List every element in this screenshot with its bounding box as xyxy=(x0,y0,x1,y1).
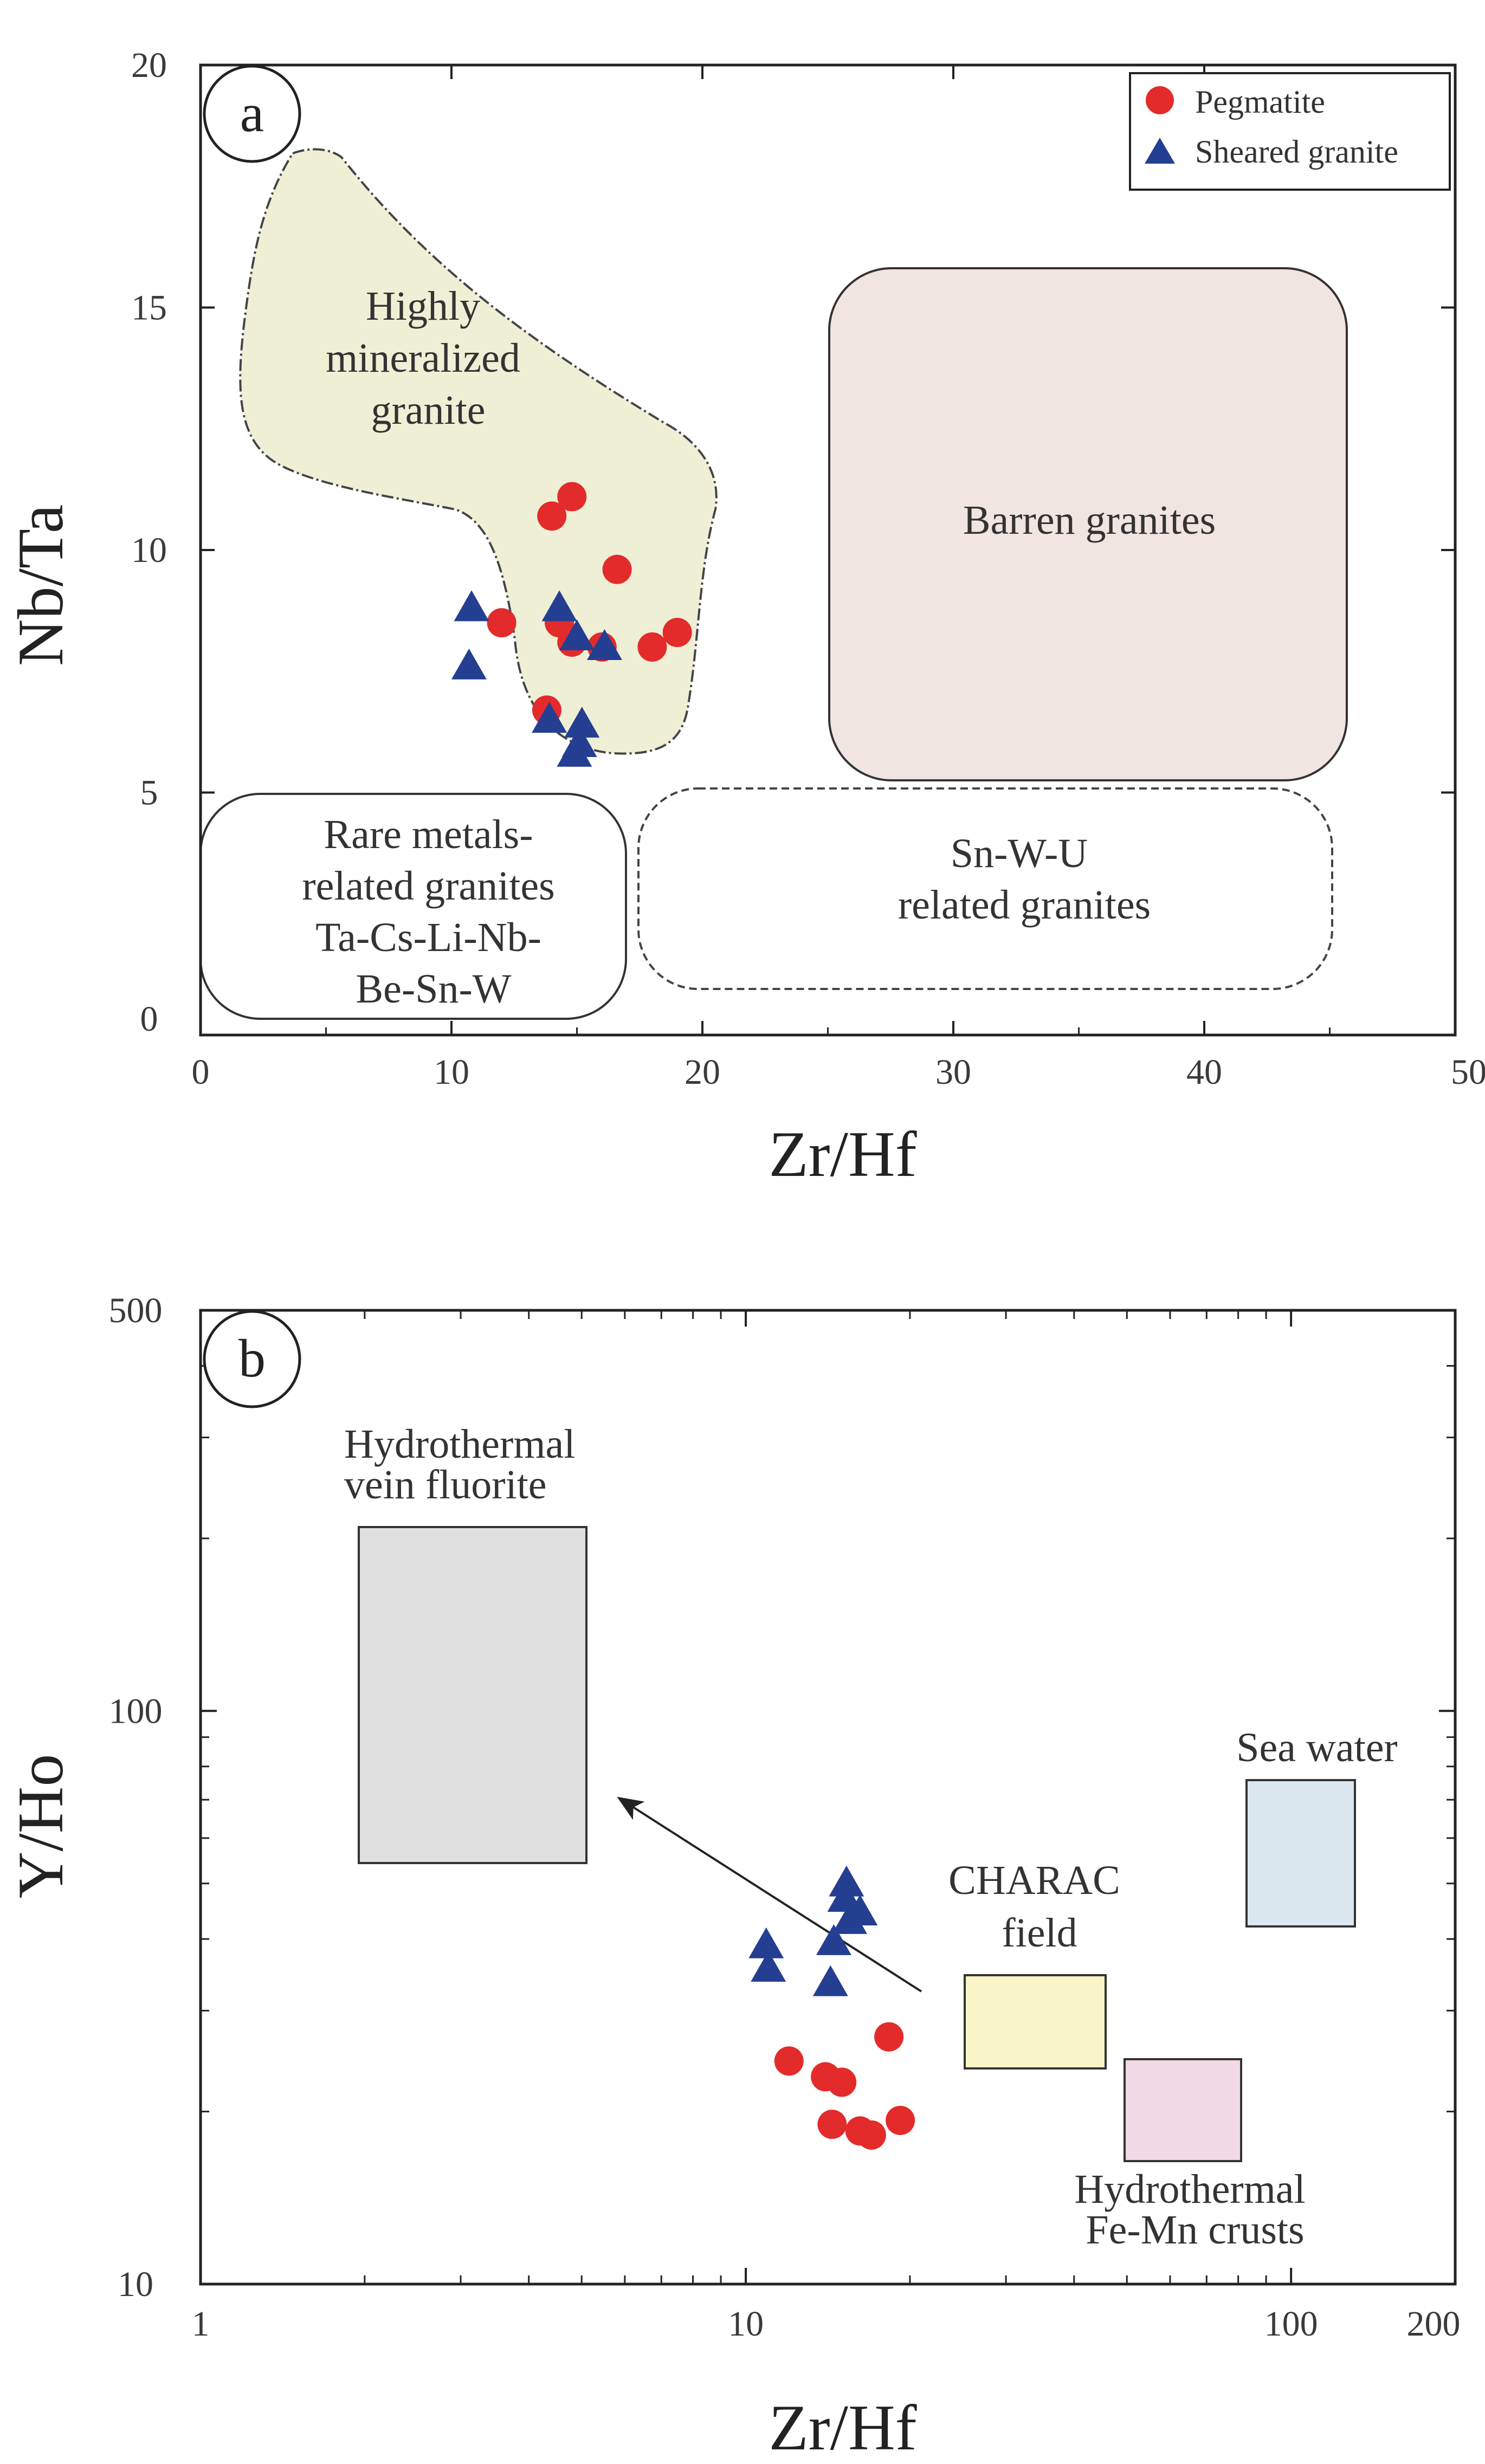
panel-a: Highly mineralized granite Barren granit… xyxy=(4,46,1485,1190)
y-tick-label-b: 10 xyxy=(118,2265,153,2304)
sea-water-label: Sea water xyxy=(1236,1725,1398,1770)
panel-a-badge xyxy=(203,64,301,163)
y-tick-label-a: 5 xyxy=(140,773,158,813)
legend-a: Pegmatite Sheared granite xyxy=(1129,72,1451,191)
ticks-a: 0 10 20 30 40 50 0 5 10 15 20 xyxy=(131,46,1485,1092)
pegmatite-point xyxy=(874,2022,904,2052)
sheared-granite-point xyxy=(564,707,600,738)
pegmatite-point xyxy=(856,2120,886,2150)
legend-pegmatite-label: Pegmatite xyxy=(1195,84,1325,120)
sheared-granite-point xyxy=(532,702,567,733)
charac-label: CHARAC field xyxy=(948,1858,1131,1956)
x-tick-label-b: 10 xyxy=(728,2304,764,2344)
sheared-granite-point xyxy=(586,629,622,660)
y-axis-label-a: Nb/Ta xyxy=(4,505,76,666)
sheared-granite-point xyxy=(559,619,595,651)
pegmatite-point xyxy=(827,2067,857,2097)
highly-mineralized-label: Highly mineralized granite xyxy=(326,283,531,433)
sn-w-u-label: Sn-W-U related granites xyxy=(898,831,1151,928)
x-axis-label-a: Zr/Hf xyxy=(769,1118,916,1190)
y-tick-label-a: 20 xyxy=(131,46,167,85)
sheared-granite-point xyxy=(451,648,487,680)
sheared-granite-point xyxy=(557,735,592,767)
pegmatite-point xyxy=(662,618,692,648)
pegmatite-point xyxy=(602,554,632,584)
fe-mn-crusts-label: Hydrothermal Fe-Mn crusts xyxy=(1074,2166,1315,2253)
x-tick-label-a: 20 xyxy=(685,1052,720,1092)
sheared-granite-point xyxy=(751,1951,786,1982)
hydrothermal-vein-fluorite-field xyxy=(358,1526,587,1864)
y-tick-label-a: 15 xyxy=(131,288,167,328)
pegmatite-point xyxy=(774,2046,804,2076)
sheared-granite-point xyxy=(454,590,489,622)
rare-metals-label: Rare metals- related granites Ta-Cs-Li-N… xyxy=(302,812,565,1012)
pegmatite-point xyxy=(557,482,587,512)
x-tick-label-a: 50 xyxy=(1451,1052,1485,1092)
marks-a xyxy=(451,482,692,767)
x-tick-label-a: 0 xyxy=(192,1052,210,1092)
plot-frame-b xyxy=(199,1309,1457,2286)
y-tick-label-b: 500 xyxy=(109,1291,163,1330)
highly-mineralized-field xyxy=(239,148,718,755)
legend-pegmatite-marker xyxy=(1146,86,1174,114)
sheared-granite-point xyxy=(541,590,577,622)
pegmatite-point xyxy=(537,501,567,531)
x-axis-label-b: Zr/Hf xyxy=(769,2391,916,2463)
sheared-granite-point xyxy=(748,1927,784,1958)
pegmatite-point xyxy=(886,2105,915,2135)
barren-granites-field xyxy=(828,267,1348,781)
x-tick-label-a: 30 xyxy=(935,1052,971,1092)
y-tick-label-a: 10 xyxy=(131,531,167,570)
hydrothermal-vein-fluorite-label: Hydrothermal vein fluorite xyxy=(344,1421,585,1508)
trend-arrow xyxy=(617,1796,922,1993)
x-tick-label-b: 200 xyxy=(1407,2304,1461,2344)
sea-water-field xyxy=(1245,1779,1356,1928)
legend-box xyxy=(1129,72,1451,191)
sheared-granite-point xyxy=(816,1924,851,1955)
fe-mn-crusts-field xyxy=(1124,2058,1242,2162)
panel-b-letter: b xyxy=(238,1328,266,1388)
marks-b xyxy=(748,1865,915,2150)
panel-b-badge xyxy=(203,1310,301,1408)
pegmatite-point xyxy=(637,632,667,662)
panel-b: Hydrothermal vein fluorite CHARAC field … xyxy=(4,1291,1461,2463)
sheared-granite-point xyxy=(842,1894,878,1926)
x-tick-label-b: 100 xyxy=(1264,2304,1318,2344)
pegmatite-point xyxy=(487,608,516,638)
panel-a-letter: a xyxy=(240,83,264,143)
sn-w-u-field xyxy=(637,787,1333,990)
legend-sheared-granite-marker xyxy=(1145,138,1175,164)
charac-field xyxy=(964,1974,1107,2069)
pegmatite-point xyxy=(817,2110,847,2139)
ticks-b: 1 10 100 200 10 100 500 xyxy=(109,1291,1461,2344)
sheared-granite-point xyxy=(829,1865,864,1897)
legend-sheared-granite-label: Sheared granite xyxy=(1195,134,1398,170)
y-axis-label-b: Y/Ho xyxy=(4,1754,76,1899)
x-tick-label-a: 10 xyxy=(434,1052,469,1092)
sheared-granite-point xyxy=(812,1965,848,1996)
y-tick-label-a: 0 xyxy=(140,999,158,1039)
x-tick-label-b: 1 xyxy=(192,2304,210,2344)
y-tick-label-b: 100 xyxy=(109,1691,163,1731)
barren-granites-label: Barren granites xyxy=(963,497,1216,543)
x-tick-label-a: 40 xyxy=(1186,1052,1222,1092)
